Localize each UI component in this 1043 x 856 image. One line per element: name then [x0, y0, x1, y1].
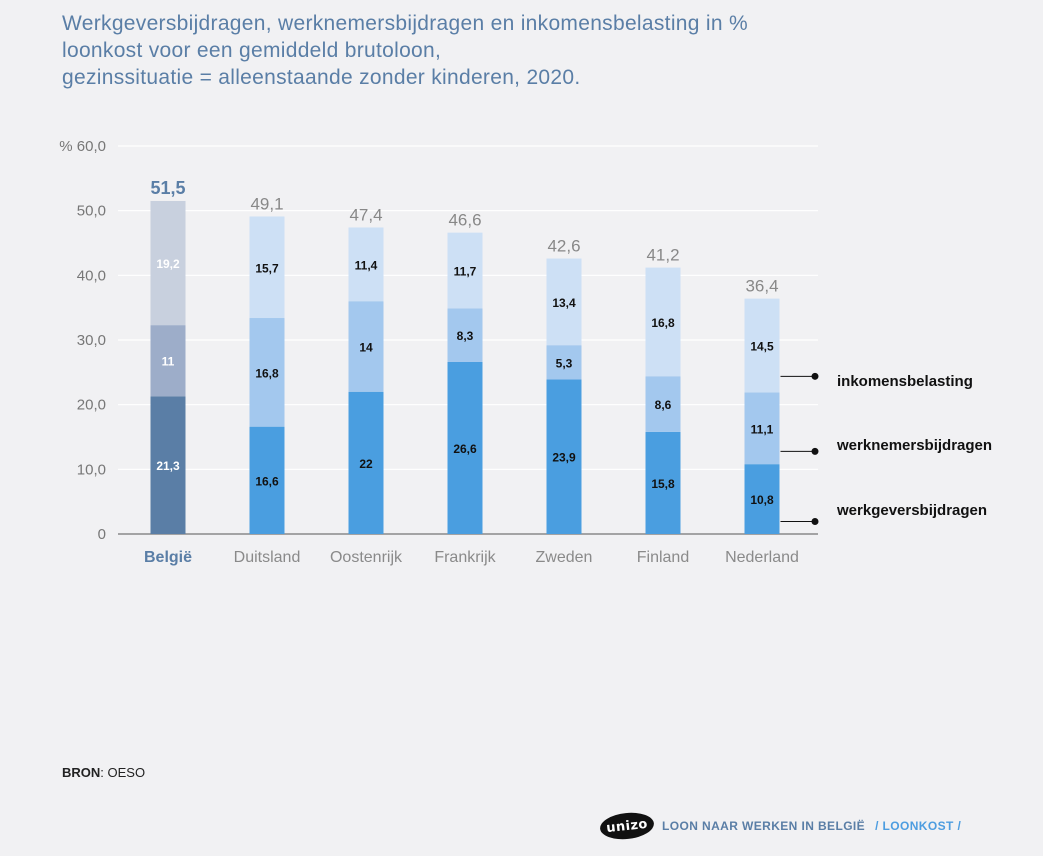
chart-title: Werkgeversbijdragen, werknemersbijdragen…: [62, 10, 962, 91]
x-category-label: Duitsland: [234, 549, 301, 566]
bar-segment-werknemersbijdragen: [150, 325, 186, 397]
total-value-label: 51,5: [150, 178, 185, 198]
segment-value-label: 15,7: [255, 261, 279, 275]
footer: unizo LOON NAAR WERKEN IN BELGIË / LOONK…: [598, 810, 962, 842]
bar-segment-werkgeversbijdragen: [150, 396, 186, 534]
segment-value-label: 26,6: [453, 442, 477, 456]
segment-value-label: 8,3: [457, 329, 474, 343]
bar-segment-inkomensbelasting: [744, 298, 780, 393]
bar-segment-inkomensbelasting: [249, 216, 285, 319]
chart-title-line-3: gezinssituatie = alleenstaande zonder ki…: [62, 66, 581, 89]
x-category-label: Finland: [637, 549, 689, 566]
bar-segment-werknemersbijdragen: [348, 301, 384, 392]
segment-value-label: 11,7: [454, 264, 477, 278]
footer-subtitle[interactable]: / LOONKOST /: [875, 819, 962, 833]
bar-segment-werkgeversbijdragen: [249, 426, 285, 534]
y-tick-label: 30,0: [77, 332, 106, 349]
bar-segment-werknemersbijdragen: [546, 345, 582, 380]
x-category-label: België: [144, 549, 192, 566]
source-value: : OESO: [100, 765, 146, 780]
stacked-bar-chart: 0 10,0 20,0 30,0 40,0 50,0 % 60,0 21,3 11 19,2 51,…: [59, 138, 992, 566]
unizo-logo[interactable]: unizo: [598, 810, 656, 842]
footer-title[interactable]: LOON NAAR WERKEN IN BELGIË: [662, 819, 866, 833]
legend-label-werkgeversbijdragen: werkgeversbijdragen: [836, 502, 987, 519]
segment-value-label: 10,8: [750, 493, 774, 507]
segment-value-label: 14,5: [750, 339, 774, 353]
total-value-label: 36,4: [745, 277, 778, 296]
x-category-label: Nederland: [725, 549, 799, 566]
source-note: BRON: OESO: [62, 765, 145, 780]
bar-segment-werknemersbijdragen: [744, 392, 780, 465]
bar-segment-inkomensbelasting: [150, 200, 186, 326]
total-value-label: 47,4: [349, 205, 382, 224]
y-tick-label: 0: [98, 526, 106, 543]
total-value-label: 41,2: [646, 246, 679, 265]
segment-value-label: 19,2: [156, 257, 180, 271]
bar-segment-werknemersbijdragen: [447, 308, 483, 362]
chart-title-line-1: Werkgeversbijdragen, werknemersbijdragen…: [62, 12, 748, 35]
segment-value-label: 8,6: [655, 398, 672, 412]
bar-segment-werkgeversbijdragen: [546, 379, 582, 534]
legend-pointer-dot: [811, 518, 819, 526]
legend-label-inkomensbelasting: inkomensbelasting: [837, 373, 973, 390]
legend-pointer-dot: [811, 372, 819, 380]
bar-segment-inkomensbelasting: [348, 227, 384, 302]
bar-segment-werknemersbijdragen: [249, 318, 285, 427]
legend-label-werknemersbijdragen: werknemersbijdragen: [836, 437, 992, 454]
bar-segment-werkgeversbijdragen: [348, 391, 384, 534]
y-tick-label: 10,0: [77, 461, 106, 478]
bar-segment-werknemersbijdragen: [645, 376, 681, 432]
x-category-label: Frankrijk: [434, 549, 496, 566]
segment-value-label: 16,8: [255, 366, 279, 380]
y-tick-label: 20,0: [77, 397, 106, 414]
x-category-label: Zweden: [536, 549, 593, 566]
segment-value-label: 22: [359, 457, 373, 471]
segment-value-label: 11,1: [751, 422, 774, 436]
segment-value-label: 14: [359, 340, 373, 354]
segment-value-label: 13,4: [552, 296, 576, 310]
total-value-label: 46,6: [448, 211, 481, 230]
segment-value-label: 5,3: [556, 356, 573, 370]
bar-segment-werkgeversbijdragen: [744, 464, 780, 534]
y-tick-label: 50,0: [77, 203, 106, 220]
segment-value-label: 21,3: [156, 459, 180, 473]
chart-title-line-2: loonkost voor een gemiddeld brutoloon,: [62, 39, 442, 62]
segment-value-label: 15,8: [651, 477, 675, 491]
total-value-label: 42,6: [547, 237, 580, 256]
y-tick-label: 40,0: [77, 267, 106, 284]
y-tick-label: % 60,0: [59, 138, 106, 155]
bar-segment-werkgeversbijdragen: [645, 431, 681, 534]
total-value-label: 49,1: [250, 194, 283, 213]
bar-segment-inkomensbelasting: [645, 267, 681, 377]
segment-value-label: 11,4: [355, 258, 378, 272]
bar-segment-inkomensbelasting: [546, 258, 582, 346]
segment-value-label: 16,8: [651, 316, 675, 330]
segment-value-label: 11: [162, 355, 175, 369]
segment-value-label: 23,9: [552, 451, 576, 465]
x-category-label: Oostenrijk: [330, 549, 403, 566]
bar-segment-werkgeversbijdragen: [447, 361, 483, 534]
segment-value-label: 16,6: [255, 474, 279, 488]
source-label: BRON: [62, 765, 101, 780]
bar-segment-inkomensbelasting: [447, 232, 483, 309]
legend-pointer-dot: [811, 447, 819, 455]
